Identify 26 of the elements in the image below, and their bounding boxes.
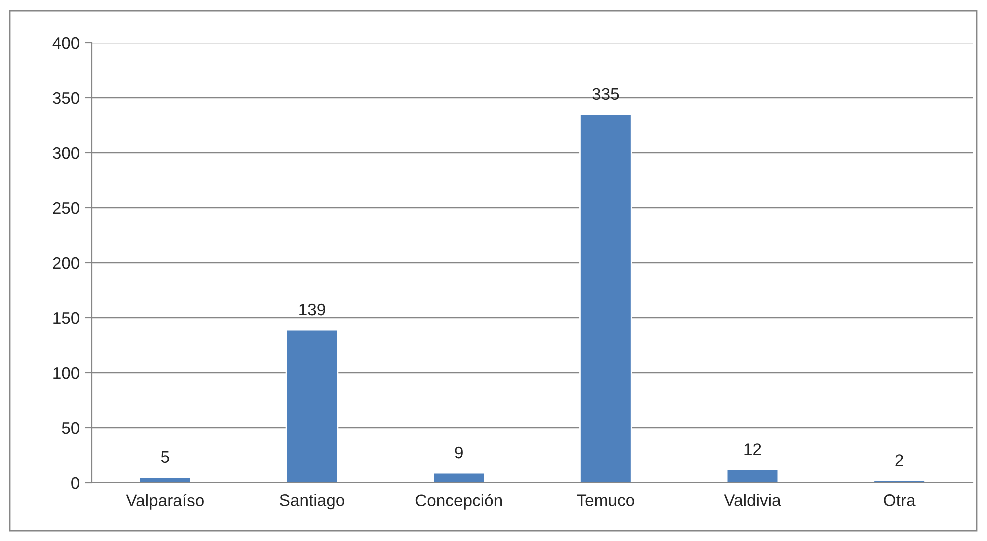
bar bbox=[432, 472, 486, 483]
bar bbox=[286, 329, 339, 483]
data-label: 335 bbox=[592, 88, 620, 100]
y-tick-label: 200 bbox=[53, 257, 80, 270]
data-label: 139 bbox=[300, 304, 326, 316]
data-label: 2 bbox=[896, 454, 904, 466]
y-tick-label: 150 bbox=[54, 312, 80, 324]
data-label: 5 bbox=[161, 451, 170, 464]
bar bbox=[580, 114, 632, 483]
bar bbox=[139, 476, 192, 483]
y-tick-label: 0 bbox=[72, 477, 80, 490]
x-tick-label: Temuco bbox=[577, 494, 634, 506]
y-tick-label: 400 bbox=[52, 37, 80, 50]
y-tick-label: 100 bbox=[54, 367, 80, 380]
x-tick-label: Valdivia bbox=[724, 494, 782, 506]
data-label: 9 bbox=[455, 446, 463, 459]
bar bbox=[726, 469, 780, 483]
y-tick-label: 350 bbox=[53, 92, 80, 104]
y-tick-label: 50 bbox=[62, 422, 80, 434]
x-tick-label: Santiago bbox=[280, 494, 344, 510]
x-tick-label: Valparaíso bbox=[126, 494, 204, 510]
data-label: 12 bbox=[744, 444, 762, 456]
y-tick-label: 250 bbox=[53, 202, 80, 214]
y-tick-label: 300 bbox=[53, 147, 80, 160]
x-tick-label: Otra bbox=[884, 494, 916, 506]
x-tick-label: Concepción bbox=[416, 494, 502, 510]
